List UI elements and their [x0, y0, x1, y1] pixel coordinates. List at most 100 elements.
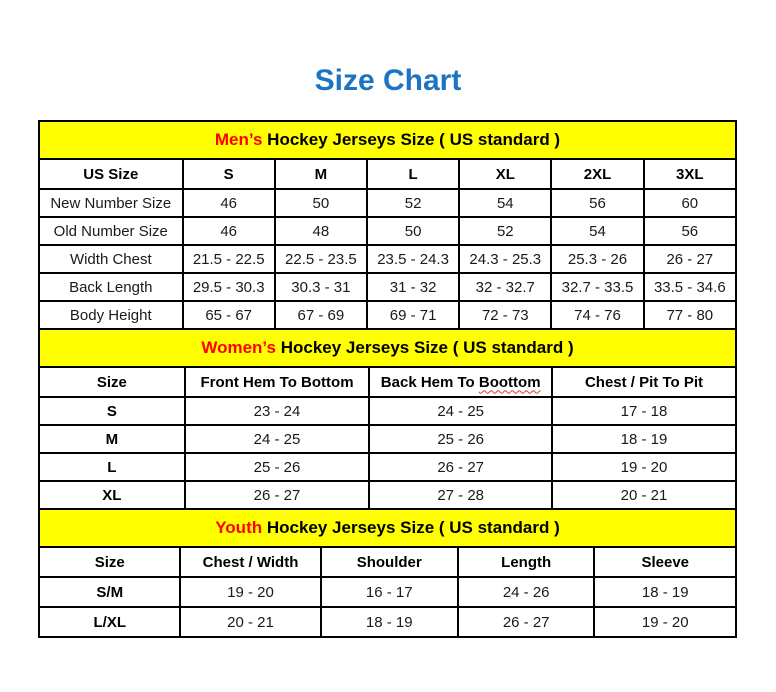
row-label: Width Chest	[38, 244, 184, 274]
size-value-cell: 74 - 76	[550, 300, 645, 330]
womens-section-header: Women’s Hockey Jerseys Size ( US standar…	[38, 328, 737, 368]
table-row: Back Length 29.5 - 30.3 30.3 - 31 31 - 3…	[38, 272, 738, 302]
column-header: Size	[38, 366, 186, 398]
size-value-cell: 24 - 25	[368, 396, 553, 426]
misspelled-word: Boottom	[478, 373, 541, 391]
row-label: S	[38, 396, 186, 426]
size-value-cell: 48	[273, 216, 368, 246]
size-value-cell: 19 - 20	[593, 606, 737, 638]
size-value-cell: 29.5 - 30.3	[181, 272, 276, 302]
size-value-cell: 33.5 - 34.6	[642, 272, 738, 302]
size-value-cell: 25 - 26	[183, 452, 371, 482]
row-label: Back Length	[38, 272, 184, 302]
size-chart-tables: Men’s Hockey Jerseys Size ( US standard …	[37, 120, 738, 638]
size-value-cell: 27 - 28	[368, 480, 553, 510]
table-row: Old Number Size 46 48 50 52 54 56	[38, 216, 738, 246]
size-value-cell: 50	[365, 216, 461, 246]
row-label: XL	[38, 480, 186, 510]
section-accent-label: Youth	[215, 518, 263, 537]
size-value-cell: 56	[550, 188, 645, 218]
size-value-cell: 52	[365, 188, 461, 218]
size-value-cell: 19 - 20	[179, 576, 322, 608]
section-title-text: Hockey Jerseys Size ( US standard )	[280, 338, 574, 357]
size-value-cell: 46	[181, 188, 276, 218]
row-label: L	[38, 452, 186, 482]
column-header: M	[273, 158, 368, 190]
size-value-cell: 18 - 19	[319, 606, 459, 638]
size-value-cell: 32.7 - 33.5	[550, 272, 645, 302]
womens-column-header-row: Size Front Hem To Bottom Back Hem To Boo…	[38, 366, 738, 398]
size-value-cell: 24 - 26	[456, 576, 596, 608]
size-value-cell: 46	[181, 216, 276, 246]
size-value-cell: 77 - 80	[642, 300, 738, 330]
size-value-cell: 25 - 26	[368, 424, 553, 454]
column-header: XL	[458, 158, 553, 190]
size-value-cell: 26 - 27	[456, 606, 596, 638]
column-header: Chest / Width	[179, 546, 322, 578]
column-header: Chest / Pit To Pit	[550, 366, 738, 398]
size-value-cell: 72 - 73	[458, 300, 553, 330]
row-label: Body Height	[38, 300, 184, 330]
size-value-cell: 69 - 71	[365, 300, 461, 330]
size-value-cell: 65 - 67	[181, 300, 276, 330]
youth-size-table: Youth Hockey Jerseys Size ( US standard …	[37, 508, 737, 638]
column-header: 3XL	[642, 158, 738, 190]
size-value-cell: 17 - 18	[550, 396, 738, 426]
table-row: L/XL 20 - 21 18 - 19 26 - 27 19 - 20	[37, 606, 737, 638]
column-header: 2XL	[550, 158, 645, 190]
size-value-cell: 18 - 19	[593, 576, 737, 608]
size-value-cell: 21.5 - 22.5	[181, 244, 276, 274]
size-value-cell: 19 - 20	[550, 452, 738, 482]
row-label: M	[38, 424, 186, 454]
column-header: Length	[456, 546, 596, 578]
page-title: Size Chart	[314, 64, 462, 97]
section-accent-label: Women’s	[201, 338, 276, 357]
size-value-cell: 24.3 - 25.3	[458, 244, 553, 274]
size-value-cell: 22.5 - 23.5	[273, 244, 368, 274]
size-value-cell: 23.5 - 24.3	[365, 244, 461, 274]
youth-section-header: Youth Hockey Jerseys Size ( US standard …	[38, 508, 737, 548]
section-title-text: Hockey Jerseys Size ( US standard )	[267, 130, 561, 149]
size-value-cell: 31 - 32	[365, 272, 461, 302]
row-label: S/M	[37, 576, 182, 608]
column-header: Front Hem To Bottom	[183, 366, 371, 398]
size-value-cell: 18 - 19	[550, 424, 738, 454]
youth-column-header-row: Size Chest / Width Shoulder Length Sleev…	[37, 546, 737, 578]
size-value-cell: 16 - 17	[319, 576, 459, 608]
column-header: Back Hem To Boottom	[368, 366, 553, 398]
size-value-cell: 50	[273, 188, 368, 218]
row-label: L/XL	[37, 606, 182, 638]
table-row: S/M 19 - 20 16 - 17 24 - 26 18 - 19	[37, 576, 737, 608]
size-value-cell: 30.3 - 31	[273, 272, 368, 302]
size-value-cell: 20 - 21	[550, 480, 738, 510]
size-value-cell: 54	[550, 216, 645, 246]
section-title-text: Hockey Jerseys Size ( US standard )	[266, 518, 560, 537]
section-band: Women’s Hockey Jerseys Size ( US standar…	[38, 328, 737, 368]
table-row: Body Height 65 - 67 67 - 69 69 - 71 72 -…	[38, 300, 738, 330]
column-header: S	[181, 158, 276, 190]
table-row: S 23 - 24 24 - 25 17 - 18	[38, 396, 738, 426]
row-label: New Number Size	[38, 188, 184, 218]
section-band: Men’s Hockey Jerseys Size ( US standard …	[38, 120, 737, 160]
size-value-cell: 26 - 27	[368, 452, 553, 482]
size-value-cell: 24 - 25	[183, 424, 371, 454]
table-row: XL 26 - 27 27 - 28 20 - 21	[38, 480, 738, 510]
mens-column-header-row: US Size S M L XL 2XL 3XL	[38, 158, 738, 190]
mens-size-table: Men’s Hockey Jerseys Size ( US standard …	[38, 120, 738, 330]
column-header: Size	[37, 546, 182, 578]
row-label: Old Number Size	[38, 216, 184, 246]
column-header: L	[365, 158, 461, 190]
mens-section-header: Men’s Hockey Jerseys Size ( US standard …	[38, 120, 737, 160]
size-value-cell: 23 - 24	[183, 396, 371, 426]
size-value-cell: 32 - 32.7	[458, 272, 553, 302]
size-value-cell: 26 - 27	[183, 480, 371, 510]
table-row: L 25 - 26 26 - 27 19 - 20	[38, 452, 738, 482]
column-header: Sleeve	[593, 546, 737, 578]
column-header: Shoulder	[319, 546, 459, 578]
size-value-cell: 26 - 27	[642, 244, 738, 274]
section-accent-label: Men’s	[214, 130, 263, 149]
size-value-cell: 25.3 - 26	[550, 244, 645, 274]
size-value-cell: 60	[642, 188, 738, 218]
size-value-cell: 54	[458, 188, 553, 218]
